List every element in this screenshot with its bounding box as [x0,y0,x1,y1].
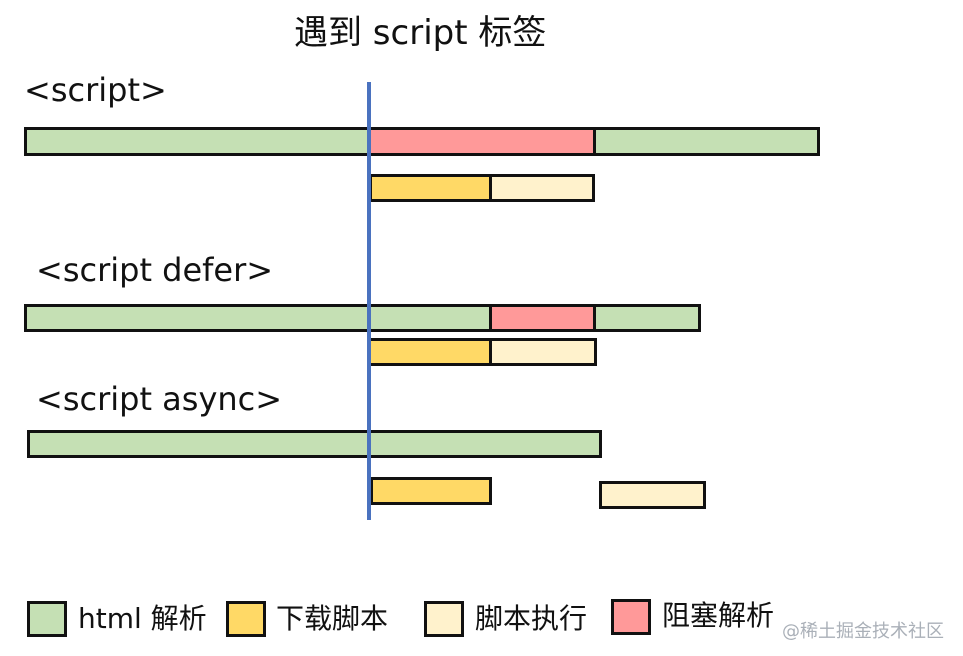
block-parse-bar [489,304,596,332]
script-encounter-marker-line [367,82,371,520]
legend-swatch-script-execute [424,601,464,637]
script-download-bar [369,174,492,202]
section-label-script-defer: <script defer> [36,251,274,289]
legend-swatch-block-parse [611,599,651,635]
legend-label-html-parse: html 解析 [78,602,207,635]
script-download-bar [368,338,492,366]
html-parse-bar [24,304,492,332]
legend-label-block-parse: 阻塞解析 [662,599,775,632]
html-parse-bar [593,304,701,332]
html-parse-bar [593,127,820,156]
watermark: @稀土掘金技术社区 [782,621,944,642]
script-execute-bar [489,174,595,202]
script-execute-bar [599,481,706,509]
legend-label-script-download: 下载脚本 [276,602,389,635]
html-parse-bar [24,127,371,156]
legend-label-script-execute: 脚本执行 [475,602,588,635]
script-execute-bar [489,338,597,366]
legend-swatch-script-download [226,601,266,637]
diagram-title: 遇到 script 标签 [294,13,547,53]
script-download-bar [370,477,492,505]
html-parse-bar [27,430,602,458]
section-label-script: <script> [24,71,167,109]
block-parse-bar [368,127,596,156]
section-label-script-async: <script async> [36,380,283,418]
legend-swatch-html-parse [27,601,67,637]
